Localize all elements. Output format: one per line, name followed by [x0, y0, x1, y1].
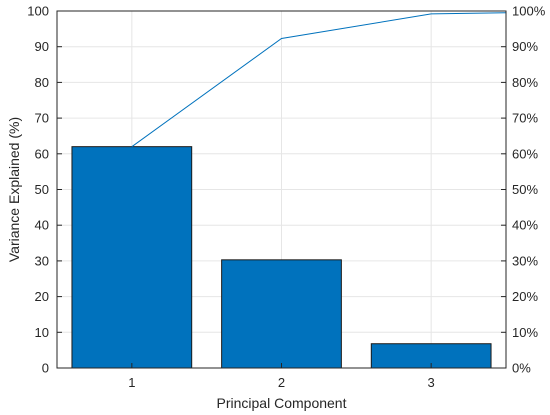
y-tick-label: 80 [35, 75, 49, 90]
y-tick-label: 20 [35, 289, 49, 304]
y-right-tick-label: 10% [512, 325, 538, 340]
y-tick-label: 100 [27, 4, 49, 19]
y-right-tick-label: 30% [512, 253, 538, 268]
y-right-tick-label: 80% [512, 75, 538, 90]
cumulative-line [131, 12, 507, 148]
y-tick-label: 70 [35, 111, 49, 126]
y-right-tick-label: 90% [512, 39, 538, 54]
y-right-tick-label: 20% [512, 289, 538, 304]
y-right-tick-label: 60% [512, 146, 538, 161]
x-tick-label: 3 [428, 375, 435, 390]
y-tick-label: 40 [35, 218, 49, 233]
y-axis-label: Variance Explained (%) [6, 117, 22, 262]
y-tick-label: 60 [35, 146, 49, 161]
y-tick-label: 0 [42, 361, 49, 376]
x-axis-label: Principal Component [217, 395, 347, 411]
y-tick-label: 90 [35, 39, 49, 54]
y-right-tick-label: 70% [512, 111, 538, 126]
cumulative-line-group [131, 12, 507, 148]
y-tick-label: 30 [35, 253, 49, 268]
x-tick-label: 1 [128, 375, 135, 390]
bar-pc1 [71, 146, 193, 369]
y-tick-label: 50 [35, 182, 49, 197]
y-right-tick-label: 50% [512, 182, 538, 197]
bar-pc2 [221, 259, 342, 369]
y-right-tick-label: 100% [512, 4, 546, 19]
y-right-tick-label: 0% [512, 361, 531, 376]
ticks: 0 10 20 30 40 50 60 70 80 90 100 0% 10% 20% 30% 40% 50% 6… [27, 4, 545, 391]
y-tick-label: 10 [35, 325, 49, 340]
y-right-tick-label: 40% [512, 218, 538, 233]
x-tick-label: 2 [278, 375, 285, 390]
